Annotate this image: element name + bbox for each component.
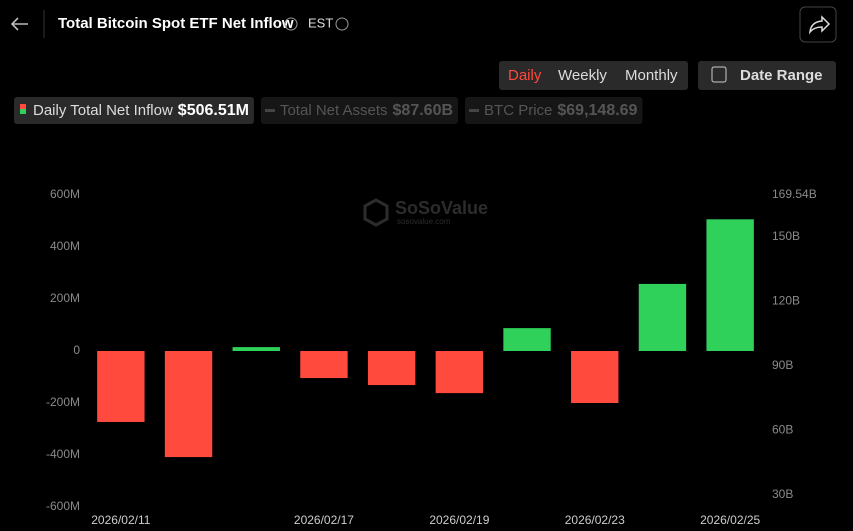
calendar-icon <box>711 66 727 83</box>
legend-box <box>260 97 459 124</box>
y-tick-label: -400M <box>46 447 80 461</box>
y2-tick-label: 60B <box>772 423 793 437</box>
tab[interactable]: Weekly <box>558 67 607 84</box>
y-tick-label: 200M <box>50 291 80 305</box>
legend-value: $87.60B <box>393 102 454 119</box>
y-tick-label: 0 <box>73 343 80 357</box>
legend-swatch <box>20 109 26 114</box>
legend-item[interactable]: Total Net Assets $87.60B <box>260 97 459 124</box>
legend-name: BTC Price <box>484 102 552 119</box>
legend-swatch <box>20 104 26 109</box>
x-tick-label: 2026/02/23 <box>565 513 625 527</box>
x-tick-label: 2026/02/17 <box>294 513 354 527</box>
share-icon <box>809 15 831 35</box>
x-tick-label: 2026/02/11 <box>91 513 150 527</box>
legend-name: Daily Total Net Inflow <box>33 102 173 119</box>
legend-box <box>14 97 254 124</box>
legend-box <box>465 97 643 124</box>
tab-group <box>499 61 688 90</box>
legend-item[interactable]: BTC Price $69,148.69 <box>465 97 643 124</box>
watermark: sosovalue.com <box>397 217 451 226</box>
watermark: SoSoValue <box>395 198 488 218</box>
x-tick-label: 2026/02/25 <box>700 513 760 527</box>
date-range-label: Date Range <box>740 67 823 84</box>
y2-tick-label: 30B <box>772 487 793 501</box>
date-range-button[interactable] <box>698 61 836 90</box>
y2-tick-label: 120B <box>772 294 800 308</box>
y-tick-label: 600M <box>50 187 80 201</box>
y-tick-label: -200M <box>46 395 80 409</box>
bar[interactable] <box>571 351 619 403</box>
y2-tick-label: 169.54B <box>772 187 817 201</box>
y-tick-label: -600M <box>46 499 80 513</box>
bar[interactable] <box>638 283 687 351</box>
y2-tick-label: 150B <box>772 229 800 243</box>
share-button[interactable] <box>799 6 837 43</box>
bar[interactable] <box>97 351 145 422</box>
bar[interactable] <box>367 351 416 386</box>
tab[interactable]: Monthly <box>625 67 678 84</box>
bar[interactable] <box>300 351 348 379</box>
legend-item[interactable]: Daily Total Net Inflow $506.51M <box>14 97 254 124</box>
legend-swatch <box>264 109 275 112</box>
bar[interactable] <box>706 219 754 351</box>
title: Total Bitcoin Spot ETF Net Inflow <box>58 15 294 32</box>
legend-value: $506.51M <box>178 102 249 119</box>
bar[interactable] <box>232 347 280 351</box>
legend-swatch <box>469 109 480 112</box>
x-tick-label: 2026/02/19 <box>429 513 489 527</box>
tab[interactable]: Daily <box>508 67 542 84</box>
legend-value: $69,148.69 <box>557 102 637 119</box>
watermark-logo <box>363 198 389 227</box>
bar[interactable] <box>164 351 213 458</box>
y2-tick-label: 90B <box>772 358 793 372</box>
info-icon[interactable] <box>284 17 298 31</box>
info-icon[interactable] <box>335 17 349 31</box>
legend-name: Total Net Assets <box>280 102 388 119</box>
bar[interactable] <box>435 351 484 394</box>
y-tick-label: 400M <box>50 239 80 253</box>
timezone: EST <box>308 15 333 30</box>
back-button[interactable] <box>10 17 28 31</box>
bar[interactable] <box>503 328 551 351</box>
